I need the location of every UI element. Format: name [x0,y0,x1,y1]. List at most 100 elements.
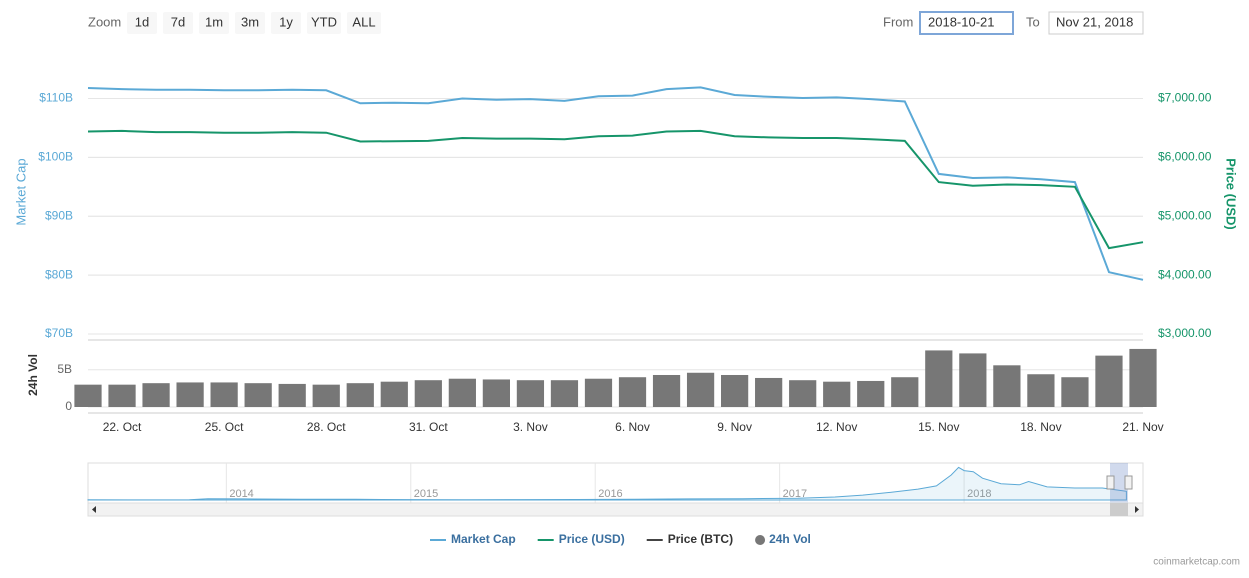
volume-bar [925,350,953,407]
zoom-button[interactable]: 1y [271,12,301,34]
volume-bar [993,365,1021,407]
volume-bar [1095,355,1123,407]
volume-bar [1061,377,1089,407]
x-tick-label: 12. Nov [816,420,857,434]
button-bg[interactable] [127,12,157,34]
x-tick-label: 21. Nov [1122,420,1163,434]
scroll-right[interactable] [1135,506,1139,513]
x-tick-label: 3. Nov [513,420,548,434]
button-label[interactable]: 7d [171,14,185,29]
volume-bar [857,380,885,407]
zoom-button[interactable]: 1m [199,12,229,34]
zoom-button[interactable]: 3m [235,12,265,34]
y-tick-label: $90B [45,208,73,222]
legend-label[interactable]: 24h Vol [769,532,811,546]
volume-bar [244,383,272,407]
button-bg[interactable] [307,12,341,34]
navigator-handle[interactable] [1124,475,1133,490]
y2-tick-label: $5,000.00 [1158,208,1212,222]
volume-bar [346,383,374,407]
volume-bar [312,384,340,407]
button-label[interactable]: ALL [352,14,375,29]
volume-bar [1027,374,1055,407]
x-tick-label: 25. Oct [205,420,244,434]
navigator-frame [87,462,1144,504]
button-bg[interactable] [347,12,381,34]
credit: coinmarketcap.com [1153,557,1240,568]
legend-label[interactable]: Price (BTC) [668,532,733,546]
series-line [87,129,1144,250]
volume-bar [1129,348,1157,407]
scrollbar-thumb[interactable] [1110,503,1128,516]
to-value[interactable]: Nov 21, 2018 [1056,14,1133,29]
navigator-tick-label: 2014 [229,488,253,500]
navigator-tick-label: 2015 [414,488,438,500]
button-bg[interactable] [199,12,229,34]
zoom-button[interactable]: 1d [127,12,157,34]
to-label: To [1026,14,1040,29]
volume-bar [210,382,238,407]
volume-bar [584,378,613,407]
legend-item[interactable]: 24h Vol [755,532,811,546]
volume-bar [414,380,442,407]
volume-bar [789,380,817,407]
navigator-handle[interactable] [1106,475,1115,490]
y2-tick-label: $3,000.00 [1158,326,1212,340]
x-tick-label: 31. Oct [409,420,448,434]
volume-bar [959,353,987,407]
navigator-tick-label: 2016 [598,488,622,500]
x-tick-label: 15. Nov [918,420,959,434]
volume-bar [550,380,579,407]
y-tick-label: $80B [45,267,73,281]
button-label[interactable]: 1d [135,14,149,29]
volume-bar [380,381,408,407]
volume-bar [891,377,919,407]
volume-bar [516,380,545,407]
scroll-left[interactable] [92,506,96,513]
vol-axis-title: 24h Vol [26,354,40,396]
legend-item[interactable]: Market Cap [430,532,516,546]
x-tick-label: 9. Nov [717,420,752,434]
legend-symbol[interactable] [755,535,766,545]
navigator-window[interactable] [1110,463,1128,503]
navigator-tick-label: 2017 [783,488,807,500]
zoom-button[interactable]: 7d [163,12,193,34]
button-label[interactable]: YTD [311,14,337,29]
button-bg[interactable] [271,12,301,34]
series-line [87,86,1144,281]
volume-bar [755,377,783,407]
volume-bar [823,381,851,407]
y-axis-title: Market Cap [13,158,28,225]
y2-axis-title: Price (USD) [1224,158,1239,230]
button-label[interactable]: 1m [205,14,223,29]
navigator-tick-label: 2018 [967,488,991,500]
y2-tick-label: $4,000.00 [1158,267,1212,281]
from-value[interactable]: 2018-10-21 [928,14,995,29]
from-label: From [883,14,913,29]
to-input[interactable] [1048,11,1144,35]
button-label[interactable]: 3m [241,14,259,29]
x-tick-label: 18. Nov [1020,420,1061,434]
legend-item[interactable]: Price (BTC) [646,532,733,546]
y2-tick-label: $7,000.00 [1158,91,1212,105]
button-bg[interactable] [163,12,193,34]
from-input[interactable] [919,11,1014,35]
x-tick-label: 6. Nov [615,420,650,434]
navigator-area [87,466,1127,501]
zoom-button[interactable]: ALL [347,12,381,34]
legend-label[interactable]: Market Cap [451,532,516,546]
button-bg[interactable] [235,12,265,34]
y-tick-label: $70B [45,326,73,340]
volume-bar [618,377,647,407]
legend-label[interactable]: Price (USD) [559,532,625,546]
zoom-button[interactable]: YTD [307,12,341,34]
scrollbar[interactable] [87,502,1144,517]
volume-bar [482,379,510,407]
y-tick-label: $110B [39,91,73,105]
volume-bar [74,384,102,407]
button-label[interactable]: 1y [279,14,293,29]
legend-item[interactable]: Price (USD) [537,532,625,546]
x-tick-label: 22. Oct [103,420,142,434]
